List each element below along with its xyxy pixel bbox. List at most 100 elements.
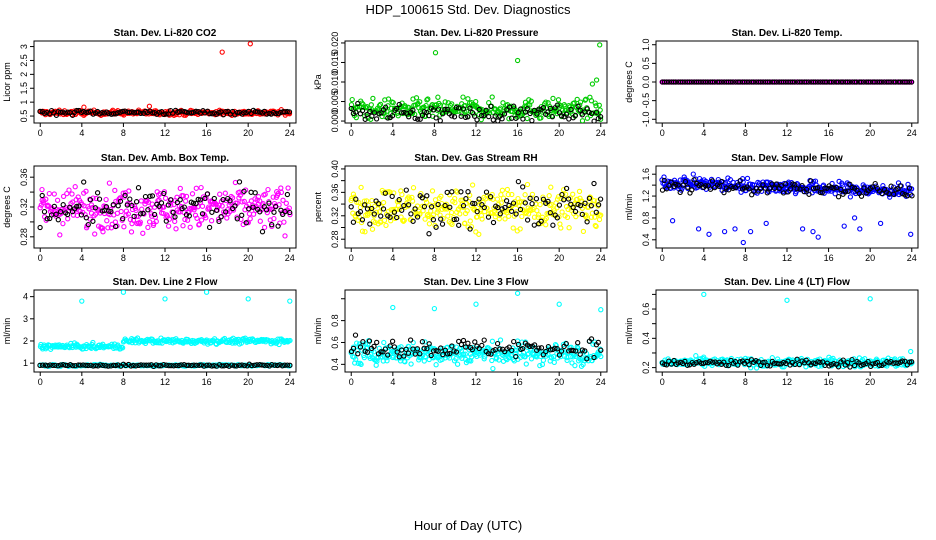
data-point [481,112,487,118]
data-point [513,353,519,360]
data-point-outlier [589,81,596,87]
data-point-outlier [203,290,210,295]
data-point [204,191,211,197]
data-point [879,79,885,85]
data-point [223,108,229,115]
data-point [689,187,695,193]
data-point [352,332,359,338]
data-point [586,195,593,201]
data-point [44,109,50,116]
data-point [442,106,448,113]
data-point [405,350,412,356]
data-point [182,216,188,223]
data-point-outlier [908,348,914,355]
x-tick-label: 0 [38,377,43,387]
data-point [260,200,266,207]
data-point [442,347,448,353]
x-tick-label: 8 [432,128,437,138]
data-point [483,107,489,113]
data-point [202,195,208,202]
data-point [506,116,512,122]
y-tick-label: 3 [19,44,29,49]
data-point [261,224,268,231]
data-point [100,362,106,369]
data-point [474,208,480,215]
data-point [349,96,355,103]
page-title: HDP_100615 Std. Dev. Diagnostics [365,2,571,17]
data-point [273,110,279,117]
data-point [476,345,482,352]
data-point [597,196,604,202]
data-point-outlier [598,307,604,313]
data-point [426,112,432,119]
data-point [421,358,427,364]
data-point [426,213,432,220]
data-point [435,94,441,100]
data-point [249,362,255,369]
data-point [157,191,163,197]
data-point-outlier [287,298,293,304]
data-point [95,363,101,369]
y-tick-label: 0.010 [330,71,340,94]
data-point [523,361,529,367]
data-point [385,352,391,358]
data-point [348,204,354,210]
data-point [455,105,462,111]
data-point [371,213,377,219]
data-point [133,207,139,214]
data-point [865,358,871,365]
data-point [362,202,368,208]
data-point [746,186,752,192]
data-point [553,343,559,349]
y-tick-label: 1 [23,358,28,368]
data-point [140,230,146,236]
data-point [287,209,293,216]
data-point [128,229,135,235]
data-point [478,112,485,119]
data-point [582,348,588,354]
data-point-outlier [79,298,85,304]
data-point [690,171,696,177]
data-point [560,187,567,193]
data-point [156,363,162,369]
data-point [709,178,716,184]
data-point [545,198,551,205]
data-point [113,362,119,369]
data-point [888,183,894,189]
x-tick-label: 20 [554,377,564,387]
x-tick-label: 12 [160,253,170,263]
data-point [198,217,205,223]
data-point [554,110,560,117]
data-point [572,208,579,215]
x-tick-label: 4 [701,253,706,263]
data-point-outlier [245,296,251,302]
data-point [278,185,284,191]
data-point [465,189,471,195]
data-point [540,196,547,202]
data-point [406,114,412,120]
y-tick-label: 1.2 [641,190,651,203]
data-point-outlier [877,220,884,227]
data-point [847,364,853,370]
x-tick-label: 20 [554,128,564,138]
data-point [270,194,276,200]
data-point [794,186,800,192]
data-point [579,112,585,118]
y-tick-label: 0.40 [330,160,340,178]
y-axis-label: degrees C [2,186,12,228]
data-point-outlier [81,104,87,110]
data-point [593,223,599,230]
data-point [518,106,524,112]
data-point [239,212,245,218]
data-point [494,196,501,202]
chart-panel-5: Stan. Dev. Gas Stream RH 0 4 8 12 16 20 24 0.28 0… [313,153,608,263]
x-tick-label: 12 [471,377,481,387]
data-point [81,179,87,185]
data-point [429,188,436,194]
data-point [211,362,217,369]
data-point [902,192,908,198]
data-point [451,114,458,120]
data-point [591,198,597,204]
data-point [85,221,91,228]
